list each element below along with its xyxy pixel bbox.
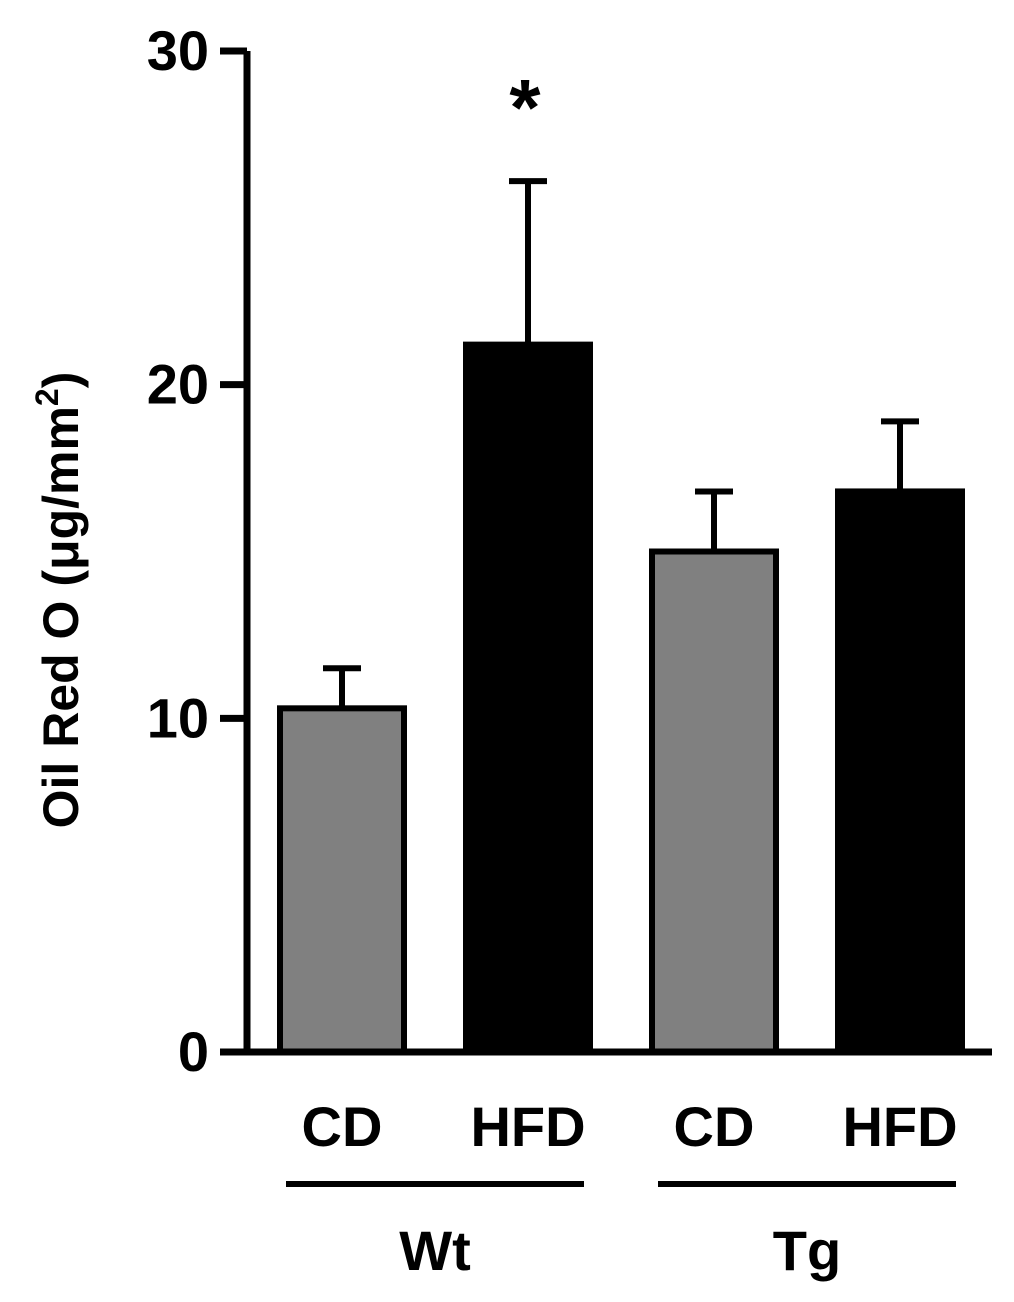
x-tick-label: HFD — [470, 1095, 585, 1158]
group-labels: Wt Tg — [286, 1181, 956, 1282]
group-label: Wt — [399, 1219, 471, 1282]
y-tick-label: 0 — [178, 1020, 209, 1083]
y-tick-label: 10 — [147, 686, 209, 749]
bar — [835, 488, 965, 1055]
x-axis: CD HFD CD HFD — [220, 1048, 992, 1158]
bars: * — [277, 63, 965, 1056]
x-tick-label: HFD — [842, 1095, 957, 1158]
group-label: Tg — [773, 1219, 841, 1282]
bar — [277, 705, 407, 1055]
y-tick-label: 20 — [147, 353, 209, 416]
x-tick-label: CD — [674, 1095, 755, 1158]
x-tick-label: CD — [302, 1095, 383, 1158]
bar — [649, 548, 779, 1055]
bar — [463, 341, 593, 1056]
significance-marker: * — [509, 63, 541, 152]
y-axis: 0 10 20 30 — [147, 19, 251, 1083]
y-tick-label: 30 — [147, 19, 209, 82]
y-axis-label: Oil Red O (μg/mm2) — [29, 372, 89, 829]
